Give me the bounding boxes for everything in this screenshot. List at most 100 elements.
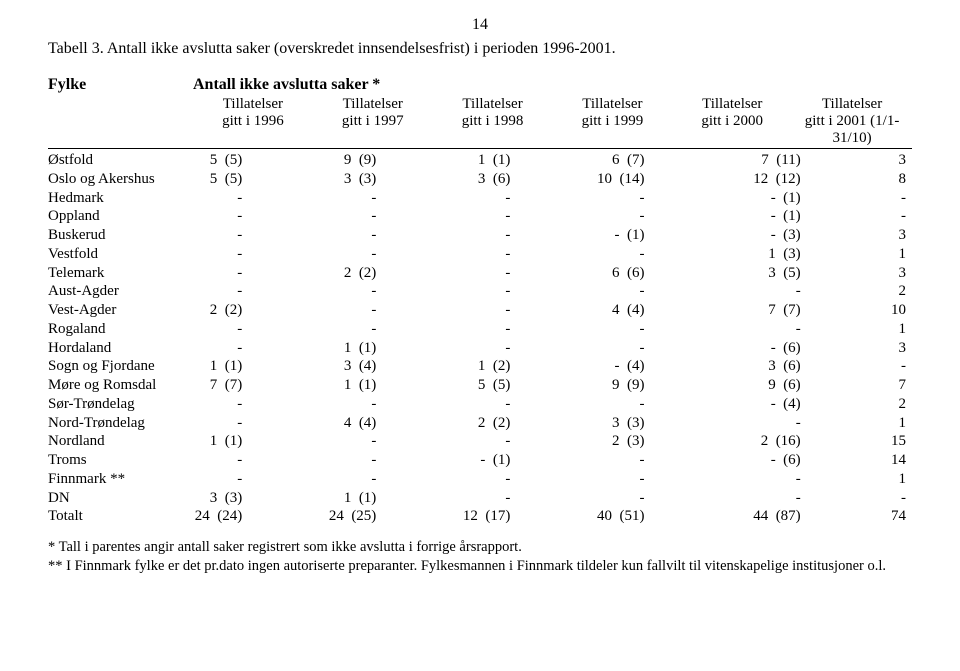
row-name: Vestfold	[48, 245, 171, 264]
cell-spacer	[651, 339, 708, 358]
cell: -	[439, 282, 516, 301]
cell: -	[305, 470, 382, 489]
cell: -	[573, 207, 650, 226]
cell: -	[171, 320, 248, 339]
cell: -	[305, 226, 382, 245]
cell: 4 (4)	[573, 301, 650, 320]
cell-spacer	[651, 320, 708, 339]
cell: 1 (3)	[707, 245, 806, 264]
cell: -	[707, 470, 806, 489]
cell-spacer	[651, 470, 708, 489]
cell-spacer	[516, 395, 573, 414]
cell: 2 (2)	[439, 414, 516, 433]
cell: -	[171, 207, 248, 226]
cell-spacer	[382, 489, 439, 508]
table-row: Troms--- (1)-- (6)14	[48, 451, 912, 470]
row-name: Møre og Romsdal	[48, 376, 171, 395]
cell: 6 (7)	[573, 151, 650, 170]
row-name: Buskerud	[48, 226, 171, 245]
cell-spacer	[516, 226, 573, 245]
row-name: DN	[48, 489, 171, 508]
cell-spacer	[248, 339, 305, 358]
cell-spacer	[382, 414, 439, 433]
cell: -	[707, 489, 806, 508]
cell: 3 (3)	[573, 414, 650, 433]
cell: -	[864, 357, 912, 376]
cell: 3	[864, 226, 912, 245]
row-name: Rogaland	[48, 320, 171, 339]
cell-spacer	[516, 301, 573, 320]
cell: 3 (3)	[305, 170, 382, 189]
cell-spacer	[382, 470, 439, 489]
cell-spacer	[516, 357, 573, 376]
cell: - (6)	[707, 339, 806, 358]
cell-spacer	[382, 320, 439, 339]
table-row: Vestfold----1 (3)1	[48, 245, 912, 264]
cell-spacer	[248, 245, 305, 264]
table-row: Aust-Agder-----2	[48, 282, 912, 301]
cell: -	[707, 320, 806, 339]
cell: 14	[864, 451, 912, 470]
cell-spacer	[248, 395, 305, 414]
cell-spacer	[248, 414, 305, 433]
gitt-1: gitt i 1996	[193, 113, 313, 147]
cell-spacer	[807, 451, 864, 470]
table-row: Finnmark **-----1	[48, 470, 912, 489]
cell-spacer	[516, 170, 573, 189]
cell: -	[573, 245, 650, 264]
cell: 2	[864, 282, 912, 301]
cell: -	[439, 395, 516, 414]
table-row: Oppland----- (1)-	[48, 207, 912, 226]
cell: 2 (3)	[573, 432, 650, 451]
table-row: Nord-Trøndelag-4 (4)2 (2)3 (3)-1	[48, 414, 912, 433]
cell: -	[439, 189, 516, 208]
cell: -	[573, 189, 650, 208]
cell: -	[171, 414, 248, 433]
cell-spacer	[382, 357, 439, 376]
row-name: Oppland	[48, 207, 171, 226]
cell: 1 (1)	[439, 151, 516, 170]
cell: 1 (1)	[171, 357, 248, 376]
table-row: Nordland1 (1)--2 (3)2 (16)15	[48, 432, 912, 451]
cell-spacer	[807, 489, 864, 508]
cell-spacer	[807, 245, 864, 264]
cell-spacer	[382, 507, 439, 526]
cell-spacer	[248, 320, 305, 339]
cell: 1 (1)	[305, 339, 382, 358]
cell: 6 (6)	[573, 264, 650, 283]
cell-spacer	[807, 170, 864, 189]
cell: -	[171, 470, 248, 489]
cell-spacer	[382, 432, 439, 451]
cell: -	[439, 489, 516, 508]
cell-spacer	[516, 470, 573, 489]
page-number: 14	[48, 16, 912, 34]
cell-spacer	[516, 414, 573, 433]
cell: -	[573, 451, 650, 470]
cell-spacer	[651, 245, 708, 264]
col-fylke-header: Fylke	[48, 76, 193, 94]
cell: 3	[864, 264, 912, 283]
cell: 1 (1)	[305, 376, 382, 395]
cell: 9 (9)	[573, 376, 650, 395]
cell-spacer	[248, 451, 305, 470]
cell: - (1)	[707, 207, 806, 226]
subheader-6: Tillatelser	[792, 96, 912, 113]
row-name: Sør-Trøndelag	[48, 395, 171, 414]
cell-spacer	[516, 451, 573, 470]
cell: 12 (17)	[439, 507, 516, 526]
table-row: Telemark-2 (2)-6 (6)3 (5)3	[48, 264, 912, 283]
cell: -	[439, 432, 516, 451]
cell: -	[864, 207, 912, 226]
cell-spacer	[807, 395, 864, 414]
cell: 24 (25)	[305, 507, 382, 526]
table-row: Vest-Agder2 (2)--4 (4)7 (7)10	[48, 301, 912, 320]
subheader-1: Tillatelser	[193, 96, 313, 113]
cell-spacer	[248, 470, 305, 489]
table-row: Østfold5 (5)9 (9)1 (1)6 (7)7 (11)3	[48, 151, 912, 170]
cell-spacer	[807, 320, 864, 339]
cell-spacer	[651, 264, 708, 283]
cell-spacer	[651, 151, 708, 170]
gitt-4: gitt i 1999	[552, 113, 672, 147]
row-name: Oslo og Akershus	[48, 170, 171, 189]
table-caption: Tabell 3. Antall ikke avslutta saker (ov…	[48, 40, 912, 58]
